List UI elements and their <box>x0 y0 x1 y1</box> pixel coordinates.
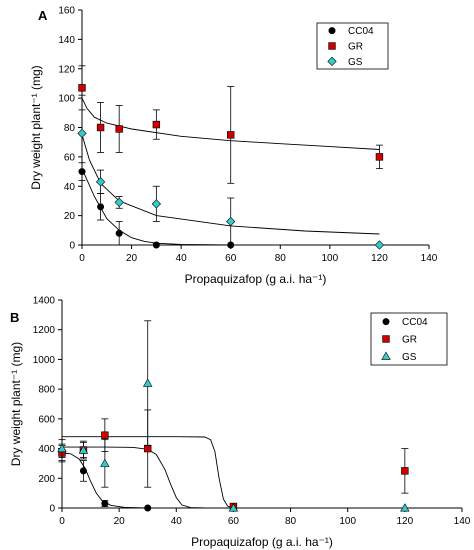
series-gs <box>57 320 410 512</box>
x-tick-label: 100 <box>339 516 356 527</box>
y-tick-label: 0 <box>69 241 75 252</box>
x-tick-label: 80 <box>285 516 297 527</box>
data-point <box>115 125 123 133</box>
series-cc04 <box>78 162 235 249</box>
x-tick-label: 140 <box>454 516 471 527</box>
fit-curve-gs <box>62 446 205 509</box>
y-tick-label: 40 <box>64 182 76 193</box>
x-tick-label: 100 <box>322 253 339 264</box>
data-point <box>228 503 239 512</box>
legend-marker-cc04 <box>382 318 390 326</box>
y-tick-label: 100 <box>58 94 75 105</box>
x-tick-label: 40 <box>171 516 183 527</box>
y-tick-label: 0 <box>49 504 55 515</box>
data-point <box>144 444 152 453</box>
data-point <box>226 216 236 227</box>
legend-marker-gr <box>328 42 336 50</box>
y-tick-label: 1000 <box>33 355 56 366</box>
x-tick-label: 120 <box>397 516 414 527</box>
y-tick-label: 160 <box>58 6 75 17</box>
data-point <box>142 378 153 387</box>
y-tick-label: 800 <box>38 385 55 396</box>
y-tick-label: 80 <box>64 123 76 134</box>
series-gs <box>77 94 385 250</box>
data-point <box>78 84 86 92</box>
data-point <box>400 503 410 512</box>
legend: CC04 GR GS <box>316 22 389 70</box>
x-tick-label: 20 <box>114 516 126 527</box>
data-point <box>227 131 235 139</box>
data-point <box>101 500 109 508</box>
y-tick-label: 140 <box>58 35 75 46</box>
data-point <box>115 229 123 237</box>
y-tick-label: 120 <box>58 64 75 75</box>
data-point <box>95 177 106 187</box>
x-tick-label: 0 <box>59 516 65 527</box>
data-point <box>101 431 109 439</box>
data-point <box>57 443 67 453</box>
legend-marker-cc04 <box>328 27 336 35</box>
chart-panel-a: A 0 20 40 60 80 100 120 140 0 20 40 60 80 100 120 140 160… <box>29 6 438 287</box>
data-point <box>375 153 384 161</box>
data-point <box>152 120 161 129</box>
x-tick-label: 0 <box>79 253 85 264</box>
fit-curve-gs <box>81 134 380 235</box>
fit-curve-cc04 <box>81 168 231 246</box>
legend-label-gr: GR <box>348 42 363 53</box>
y-tick-label: 400 <box>38 444 55 455</box>
data-point <box>152 241 160 249</box>
legend: CC04 GR GS <box>370 312 448 366</box>
data-point <box>374 240 385 250</box>
data-point <box>77 128 87 138</box>
legend-label-gr: GR <box>402 335 417 346</box>
x-tick-label: 60 <box>228 516 240 527</box>
legend-label-gs: GS <box>348 57 363 68</box>
x-axis-label: Propaquizafop (g a.i. ha⁻¹) <box>191 535 333 549</box>
x-tick-label: 60 <box>225 253 237 264</box>
x-tick-label: 80 <box>275 253 287 264</box>
x-tick-label: 20 <box>126 253 138 264</box>
data-point <box>114 197 124 208</box>
y-tick-label: 600 <box>38 414 55 425</box>
x-axis-label: Propaquizafop (g a.i. ha⁻¹) <box>185 272 327 286</box>
legend-marker-gr <box>382 335 390 343</box>
series-gr <box>58 409 409 511</box>
x-tick-label: 40 <box>176 253 188 264</box>
y-tick-label: 60 <box>64 152 76 163</box>
data-point <box>79 467 87 475</box>
y-axis-label: Dry weight plant⁻¹ (mg) <box>29 65 43 189</box>
legend-label-cc04: CC04 <box>402 317 428 328</box>
chart-panel-b: B0 20 40 60 80 100 120 140020040060080010001200… <box>9 296 471 550</box>
y-tick-label: 200 <box>38 474 55 485</box>
data-point <box>96 123 105 132</box>
data-point <box>401 467 409 475</box>
y-tick-label: 1200 <box>33 325 56 336</box>
legend-marker-gs <box>381 351 391 360</box>
data-point <box>144 504 152 512</box>
y-axis-label: Dry weight plant⁻¹ (mg) <box>9 342 23 466</box>
y-tick-label: 1400 <box>33 296 56 307</box>
data-point <box>78 445 89 454</box>
legend-label-gs: GS <box>402 352 417 363</box>
panel-label: B <box>10 310 19 325</box>
data-point <box>151 199 161 209</box>
panel-label: A <box>38 8 48 23</box>
data-point <box>100 458 110 467</box>
y-tick-label: 20 <box>64 211 76 222</box>
legend-label-cc04: CC04 <box>348 26 374 37</box>
legend-marker-gs <box>327 56 337 66</box>
x-tick-label: 120 <box>371 253 388 264</box>
fit-curve-cc04 <box>61 452 148 509</box>
x-tick-label: 140 <box>421 253 438 264</box>
data-point <box>97 203 105 211</box>
series-gr <box>78 65 384 184</box>
